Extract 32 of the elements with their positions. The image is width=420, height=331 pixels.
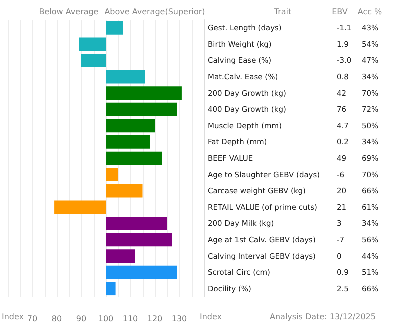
x-tick-label: 100 xyxy=(98,314,114,324)
x-tick-label: 120 xyxy=(147,314,163,324)
bar xyxy=(82,54,106,68)
bar xyxy=(106,168,118,182)
text: Analysis Date: 13/12/2025 xyxy=(270,312,376,322)
text: Acc % xyxy=(358,8,383,16)
bar xyxy=(106,266,178,280)
bar xyxy=(106,86,182,100)
bar xyxy=(79,38,106,52)
x-tick-label: 130 xyxy=(172,314,188,324)
bar xyxy=(54,200,106,214)
text: Below Average xyxy=(39,8,99,16)
x-tick-label: 90 xyxy=(76,314,87,324)
x-tick-label: 70 xyxy=(27,314,38,324)
bar xyxy=(106,21,124,35)
x-tick-label: 110 xyxy=(122,314,138,324)
text: EBV xyxy=(332,8,348,16)
bar xyxy=(106,250,136,263)
bar xyxy=(106,282,116,296)
bar xyxy=(106,102,178,116)
bar xyxy=(106,119,155,133)
bar xyxy=(106,70,146,84)
bar xyxy=(106,184,143,198)
text: Index xyxy=(200,312,222,322)
text: Index xyxy=(2,312,24,322)
x-tick-label: 80 xyxy=(52,314,62,324)
text: Trait xyxy=(273,8,292,16)
bar xyxy=(106,136,150,149)
bar xyxy=(106,152,162,166)
bar xyxy=(106,233,172,247)
text: Above Average(Superior) xyxy=(104,8,206,16)
bar xyxy=(106,216,168,230)
